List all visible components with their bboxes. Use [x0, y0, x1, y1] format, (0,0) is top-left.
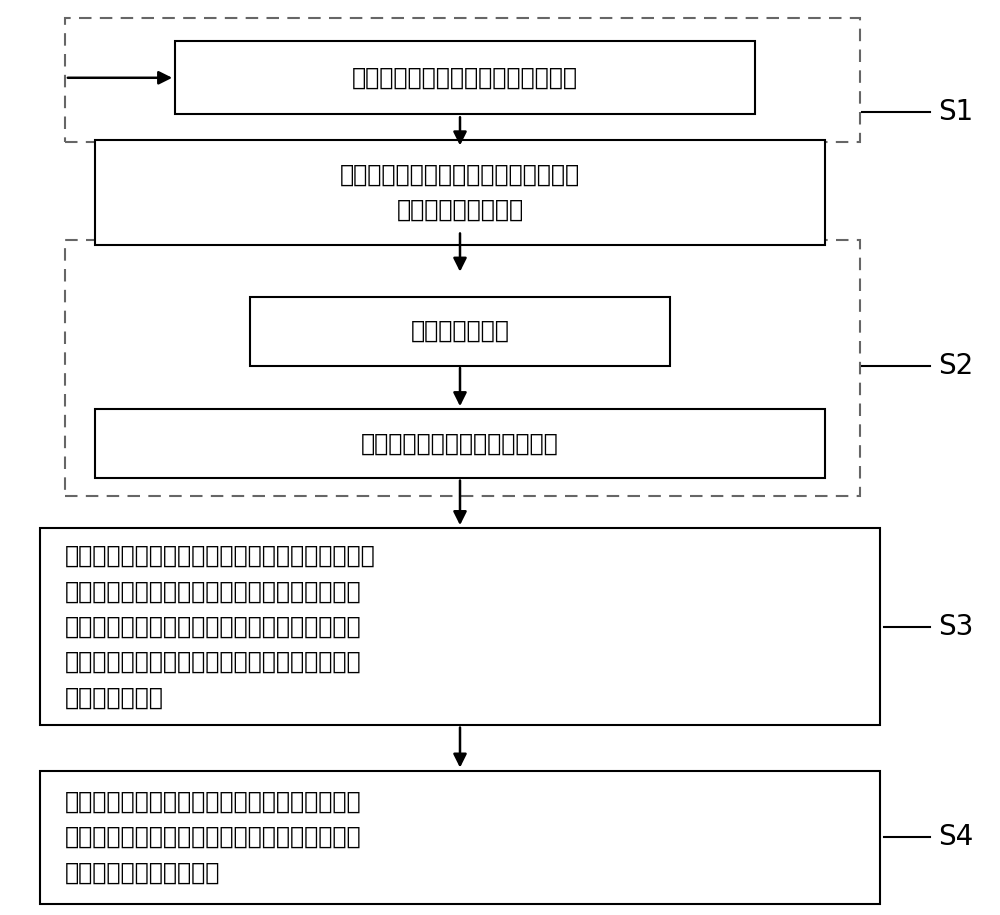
- Text: S2: S2: [938, 352, 973, 380]
- Text: 得到电缆终端头的温度分布情况: 得到电缆终端头的温度分布情况: [361, 432, 559, 456]
- Text: 建立电抗器、电缆铠装层电磁场模型: 建立电抗器、电缆铠装层电磁场模型: [352, 66, 578, 90]
- Text: 得到三相电抗器周围空间磁力线分布和
铠装层接地线电流值: 得到三相电抗器周围空间磁力线分布和 铠装层接地线电流值: [340, 163, 580, 221]
- Bar: [95, 410, 825, 478]
- Text: S4: S4: [938, 824, 973, 851]
- Bar: [65, 240, 860, 496]
- Bar: [95, 139, 825, 244]
- Bar: [65, 18, 860, 142]
- Text: S1: S1: [938, 98, 973, 125]
- Bar: [250, 296, 670, 365]
- Text: 将隔磁板温度与环境温度进行对比分析，选择与
环境温度相差不大的隔磁板作为三相电抗器附近
电缆接地线发热治理措施: 将隔磁板温度与环境温度进行对比分析，选择与 环境温度相差不大的隔磁板作为三相电抗…: [65, 790, 362, 885]
- Text: 建立有限元模型: 建立有限元模型: [411, 319, 509, 343]
- Bar: [40, 770, 880, 904]
- Text: 建立不同铺设型式的隔磁板进行有限元数值分析，
得到加装各种隔磁板的铠装层接地线电流值，将
抑制铠装层接地线电流效果优的隔磁板进行电磁
场、流场、温度场有限元数值: 建立不同铺设型式的隔磁板进行有限元数值分析， 得到加装各种隔磁板的铠装层接地线电…: [65, 544, 376, 709]
- Bar: [175, 41, 755, 114]
- Bar: [40, 529, 880, 725]
- Text: S3: S3: [938, 613, 973, 640]
